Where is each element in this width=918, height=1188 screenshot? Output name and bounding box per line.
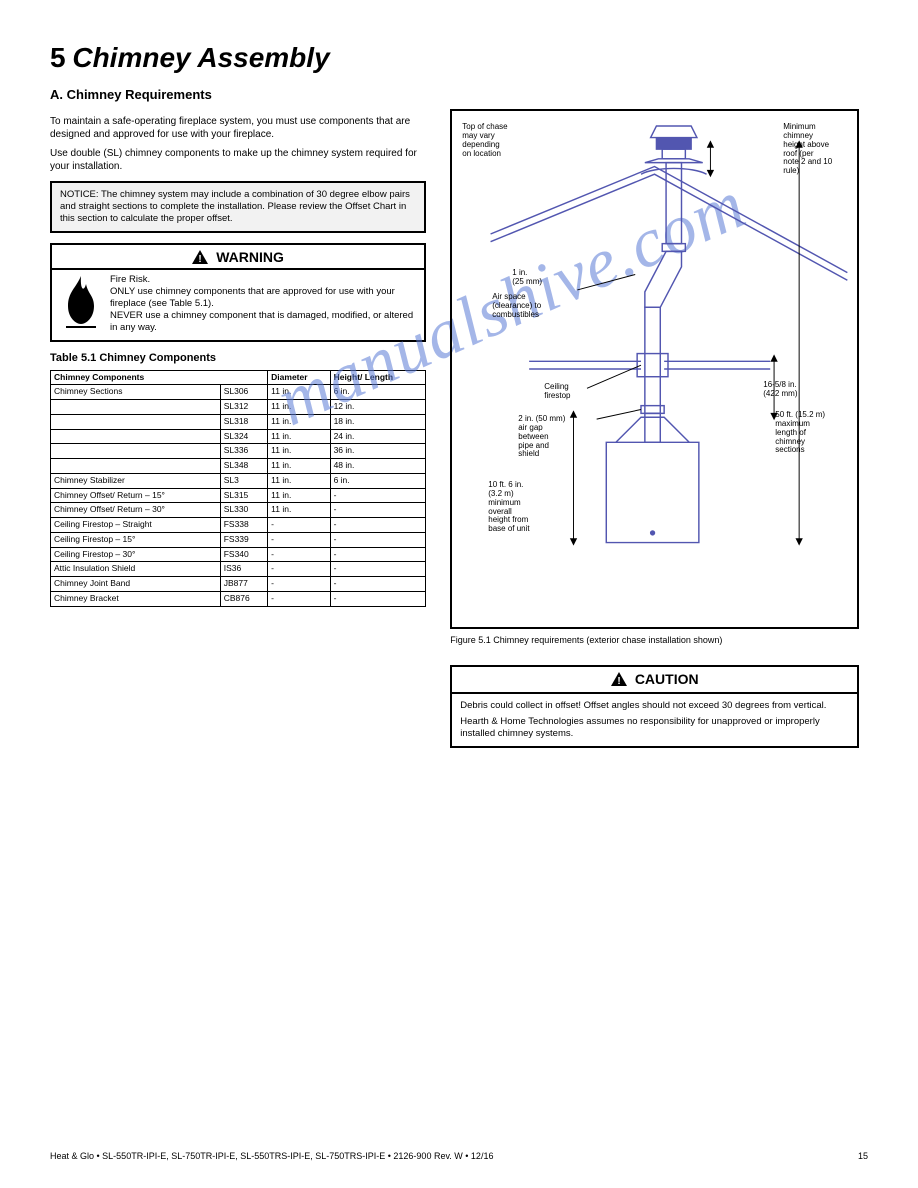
fig-label: Top of chasemay varydependingon location [462,123,532,158]
table-row: Ceiling Firestop – StraightFS338-- [51,518,426,533]
figure-caption: Figure 5.1 Chimney requirements (exterio… [450,635,859,646]
table-header-row: Chimney Components Diameter Height/ Leng… [51,370,426,385]
table-row: Chimney StabilizerSL311 in.6 in. [51,473,426,488]
table-row: Attic Insulation ShieldIS36-- [51,562,426,577]
fig-label: Air space(clearance) tocombustibles [492,293,572,319]
warning-box: ! WARNING Fire Risk. ONLY use chimney co… [50,243,426,342]
caution-head-text: CAUTION [635,671,699,687]
table-row: Chimney Offset/ Return – 30°SL33011 in.- [51,503,426,518]
intro-para-2: Use double (SL) chimney components to ma… [50,147,426,173]
warning-head-text: WARNING [216,249,284,265]
section-number: 5 [50,42,66,73]
table-row: SL32411 in.24 in. [51,429,426,444]
warning-line-2: ONLY use chimney components that are app… [110,286,418,310]
warning-line-3: NEVER use a chimney component that is da… [110,310,418,334]
table-header: Diameter [268,370,330,385]
page: manualshive.com 5 Chimney Assembly A. Ch… [0,0,918,1188]
fig-label: Ceilingfirestop [544,383,594,401]
caution-line-2: Hearth & Home Technologies assumes no re… [460,716,849,740]
fig-label: 50 ft. (15.2 m)maximumlength ofchimneyse… [775,411,851,455]
fig-label: 2 in. (50 mm)air gapbetweenpipe andshiel… [518,415,588,459]
fig-label: 16-5/8 in.(422 mm) [763,381,819,399]
table-row: SL31811 in.18 in. [51,414,426,429]
table-row: SL31211 in.12 in. [51,400,426,415]
section-title: Chimney Assembly [72,42,329,73]
caution-box: ! CAUTION Debris could collect in offset… [450,665,859,748]
warning-body: Fire Risk. ONLY use chimney components t… [52,270,424,339]
subsection-head: A. Chimney Requirements [50,87,868,103]
warning-triangle-icon: ! [192,250,208,264]
notice-box: NOTICE: The chimney system may include a… [50,181,426,233]
table-row: Chimney BracketCB876-- [51,591,426,606]
parts-table: Chimney Components Diameter Height/ Leng… [50,370,426,607]
svg-text:!: ! [199,254,202,264]
table-header: Chimney Components [51,370,268,385]
caution-line-1: Debris could collect in offset! Offset a… [460,700,849,712]
warning-line-1: Fire Risk. [110,274,418,286]
table-row: Chimney Joint BandJB877-- [51,577,426,592]
warning-text-block: Fire Risk. ONLY use chimney components t… [110,274,418,333]
caution-triangle-icon: ! [611,672,627,686]
footer-left: Heat & Glo • SL-550TR-IPI-E, SL-750TR-IP… [50,1151,493,1162]
table-row: Chimney Offset/ Return – 15°SL31511 in.- [51,488,426,503]
table-row: Ceiling Firestop – 30°FS340-- [51,547,426,562]
table-row: Ceiling Firestop – 15°FS339-- [51,532,426,547]
footer-page-number: 15 [858,1151,868,1162]
warning-head: ! WARNING [52,245,424,271]
table-row: SL33611 in.36 in. [51,444,426,459]
chimney-diagram [452,111,857,627]
figure-frame: Top of chasemay varydependingon location… [450,109,859,629]
caution-body: Debris could collect in offset! Offset a… [452,694,857,746]
svg-text:!: ! [617,676,620,686]
fig-label: 1 in.(25 mm) [512,269,572,287]
table-row: SL34811 in.48 in. [51,459,426,474]
table-body: Chimney SectionsSL30611 in.6 in. SL31211… [51,385,426,606]
fig-label: Minimumchimneyheight aboveroof (pernote … [783,123,851,176]
flame-icon [58,274,104,330]
col-left: To maintain a safe-operating fireplace s… [50,109,426,747]
col-right: Top of chasemay varydependingon location… [450,109,859,747]
caution-head: ! CAUTION [452,667,857,695]
table-caption: Table 5.1 Chimney Components [50,352,426,366]
table-header: Height/ Length [330,370,426,385]
fig-label: 10 ft. 6 in.(3.2 m)minimumoverallheight … [488,481,564,534]
notice-text: NOTICE: The chimney system may include a… [60,189,410,224]
columns: To maintain a safe-operating fireplace s… [50,109,868,747]
footer: Heat & Glo • SL-550TR-IPI-E, SL-750TR-IP… [50,1151,868,1162]
table-row: Chimney SectionsSL30611 in.6 in. [51,385,426,400]
intro-para-1: To maintain a safe-operating fireplace s… [50,115,426,141]
section-header: 5 Chimney Assembly [50,40,868,75]
